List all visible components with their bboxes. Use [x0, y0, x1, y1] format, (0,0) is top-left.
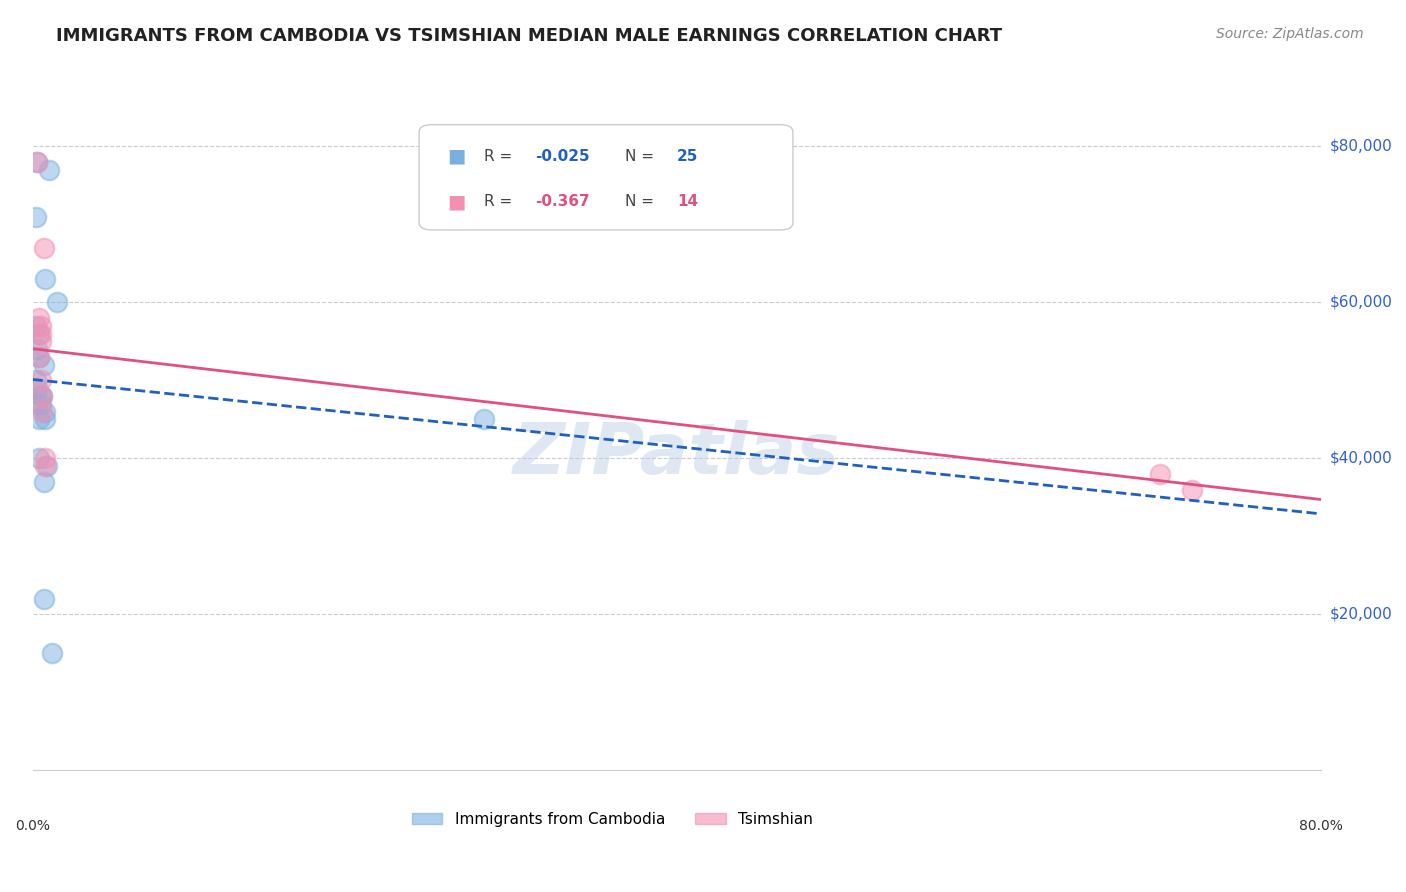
- Text: 0.0%: 0.0%: [15, 820, 51, 833]
- Text: IMMIGRANTS FROM CAMBODIA VS TSIMSHIAN MEDIAN MALE EARNINGS CORRELATION CHART: IMMIGRANTS FROM CAMBODIA VS TSIMSHIAN ME…: [56, 27, 1002, 45]
- Text: 14: 14: [676, 194, 697, 210]
- Text: N =: N =: [626, 194, 659, 210]
- Point: [28, 311, 51, 326]
- Point: [32, 475, 55, 489]
- Point: [30, 326, 52, 341]
- Point: [28, 412, 51, 426]
- Point: [31, 389, 53, 403]
- Point: [45, 295, 67, 310]
- Legend: Immigrants from Cambodia, Tsimshian: Immigrants from Cambodia, Tsimshian: [406, 805, 820, 833]
- Text: 80.0%: 80.0%: [1299, 820, 1343, 833]
- Point: [30, 318, 52, 333]
- Text: ZIPatlas: ZIPatlas: [513, 420, 841, 489]
- Text: ■: ■: [447, 147, 465, 166]
- Text: R =: R =: [484, 149, 517, 164]
- Text: -0.367: -0.367: [536, 194, 589, 210]
- Point: [28, 451, 51, 466]
- Point: [27, 155, 49, 169]
- Point: [1181, 483, 1204, 497]
- Point: [31, 389, 53, 403]
- Text: R =: R =: [484, 194, 517, 210]
- Point: [24, 318, 46, 333]
- Text: 25: 25: [676, 149, 699, 164]
- Point: [38, 162, 60, 177]
- Point: [28, 326, 51, 341]
- Text: $40,000: $40,000: [1329, 451, 1392, 466]
- Point: [32, 591, 55, 606]
- Point: [30, 389, 52, 403]
- Point: [34, 451, 56, 466]
- Text: -0.025: -0.025: [536, 149, 589, 164]
- Point: [1149, 467, 1171, 481]
- Point: [34, 412, 56, 426]
- Text: Source: ZipAtlas.com: Source: ZipAtlas.com: [1216, 27, 1364, 41]
- Point: [32, 358, 55, 372]
- Text: $80,000: $80,000: [1329, 139, 1392, 154]
- Point: [35, 459, 58, 474]
- Point: [27, 155, 49, 169]
- Point: [24, 210, 46, 224]
- Point: [34, 459, 56, 474]
- FancyBboxPatch shape: [419, 125, 793, 230]
- Point: [34, 272, 56, 286]
- Point: [31, 404, 53, 418]
- Text: $20,000: $20,000: [1329, 607, 1392, 622]
- Point: [28, 350, 51, 364]
- Point: [27, 381, 49, 395]
- Point: [34, 404, 56, 418]
- Point: [30, 397, 52, 411]
- Text: ■: ■: [447, 193, 465, 211]
- Text: $60,000: $60,000: [1329, 295, 1392, 310]
- Point: [28, 350, 51, 364]
- Point: [30, 373, 52, 387]
- Point: [32, 241, 55, 255]
- Point: [27, 397, 49, 411]
- Point: [472, 412, 495, 426]
- Text: N =: N =: [626, 149, 659, 164]
- Point: [27, 343, 49, 357]
- Point: [24, 373, 46, 387]
- Point: [41, 646, 63, 660]
- Point: [30, 334, 52, 349]
